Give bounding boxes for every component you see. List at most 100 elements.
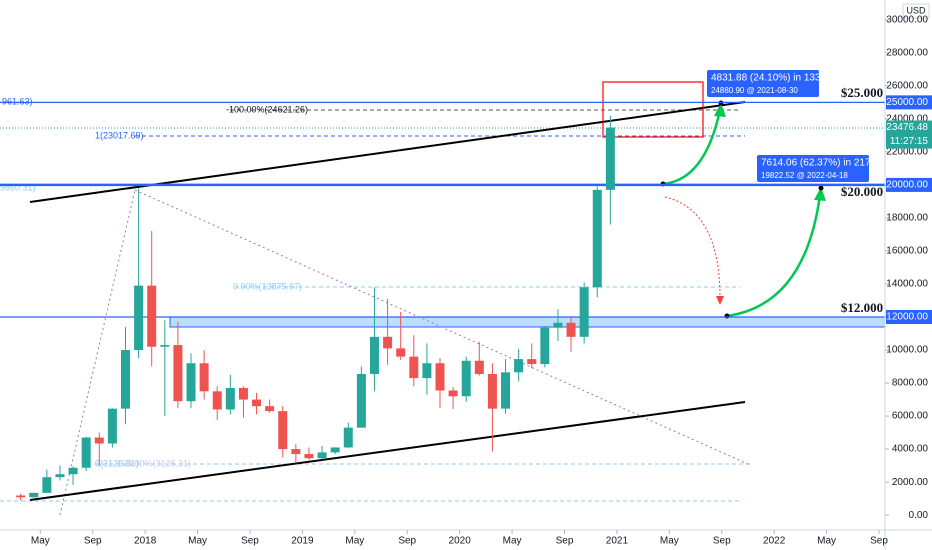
x-tick-label: Sep bbox=[241, 536, 259, 547]
fib-label: -100.00%(24621.26) bbox=[226, 104, 308, 114]
candle-body bbox=[461, 360, 471, 397]
y-tick-label: 14000.00 bbox=[886, 279, 928, 290]
candle-body bbox=[579, 287, 589, 337]
x-tick-label: 2020 bbox=[449, 536, 472, 547]
level-note: $25.000 bbox=[841, 85, 883, 100]
level-tag bbox=[886, 310, 932, 325]
candle-body bbox=[225, 388, 235, 410]
x-tick-label: 2021 bbox=[606, 536, 629, 547]
measure-detail: 19822.52 @ 2022-04-18 bbox=[761, 171, 848, 180]
candle-body bbox=[343, 427, 353, 448]
candle-body bbox=[68, 467, 78, 475]
measure-detail: 24880.90 @ 2021-08-30 bbox=[711, 86, 798, 95]
x-tick-label: 2019 bbox=[291, 536, 314, 547]
candle-body bbox=[252, 399, 262, 407]
arrow-head bbox=[814, 187, 826, 201]
candle-body bbox=[160, 345, 170, 347]
measure-title: 7614.06 (62.37%) in 217d bbox=[761, 158, 876, 169]
dotted-trendline bbox=[134, 189, 751, 466]
y-tick-label: 26000.00 bbox=[886, 80, 928, 91]
y-tick-label: 16000.00 bbox=[886, 246, 928, 257]
candle-body bbox=[147, 285, 157, 347]
candle-body bbox=[409, 356, 419, 379]
candle-body bbox=[422, 363, 432, 379]
candle-body bbox=[514, 359, 524, 373]
x-tick-label: Sep bbox=[84, 536, 102, 547]
candle-body bbox=[291, 449, 301, 455]
measure-box bbox=[757, 155, 869, 182]
x-tick-label: May bbox=[660, 536, 679, 547]
candle-body bbox=[94, 437, 104, 444]
currency: USD bbox=[906, 5, 926, 15]
candle-body bbox=[42, 477, 52, 493]
level-note: $12.000 bbox=[841, 300, 883, 315]
anchor-dot bbox=[718, 100, 724, 106]
candle-body bbox=[553, 322, 563, 328]
currency-box bbox=[902, 3, 930, 19]
fib-label: 9860.31) bbox=[0, 182, 36, 192]
y-tick-label: 0.00 bbox=[909, 510, 929, 521]
candle-body bbox=[369, 336, 379, 374]
candle-body bbox=[330, 447, 340, 453]
candle-body bbox=[55, 474, 65, 478]
fib-label: 0.00%(13875.67) bbox=[233, 281, 302, 291]
highlight-box bbox=[602, 81, 704, 138]
y-tick-label: 28000.00 bbox=[886, 47, 928, 58]
candle-body bbox=[527, 359, 537, 365]
y-tick-label: 2000.00 bbox=[892, 477, 929, 488]
candle-body bbox=[605, 127, 615, 190]
candle-body bbox=[16, 495, 26, 498]
pullback-arrow bbox=[664, 196, 721, 299]
candle-body bbox=[317, 452, 327, 459]
y-tick-label: 22000.00 bbox=[886, 147, 928, 158]
candle-body bbox=[29, 492, 39, 498]
candle-body bbox=[212, 391, 222, 410]
candle-body bbox=[474, 360, 484, 374]
x-tick-label: Sep bbox=[556, 536, 574, 547]
candle-body bbox=[278, 411, 288, 450]
trendline bbox=[29, 401, 746, 501]
candle-body bbox=[435, 363, 445, 391]
level-note: $20.000 bbox=[841, 184, 883, 199]
y-tick-label: 4000.00 bbox=[892, 444, 929, 455]
level-tag bbox=[886, 177, 932, 192]
last-price-label: 23476.48 bbox=[886, 122, 928, 133]
candle-body bbox=[501, 372, 511, 409]
y-tick-label: 24000.00 bbox=[886, 114, 928, 125]
candle-body bbox=[396, 348, 406, 357]
x-tick-label: May bbox=[345, 536, 364, 547]
x-tick-label: Sep bbox=[870, 536, 888, 547]
anchor-dot bbox=[724, 313, 730, 319]
fib-label: 0(3126.31) bbox=[95, 458, 139, 468]
dotted-trendline bbox=[59, 189, 136, 516]
level-tag-label: 20000.00 bbox=[886, 180, 928, 191]
x-tick-label: 2018 bbox=[134, 536, 157, 547]
candle-body bbox=[566, 322, 576, 337]
candle-body bbox=[107, 408, 117, 444]
x-tick-label: May bbox=[817, 536, 836, 547]
y-tick-label: 8000.00 bbox=[892, 378, 929, 389]
level-tag-label: 12000.00 bbox=[886, 312, 928, 323]
measure-title: 4831.88 (24.10%) in 133d bbox=[711, 73, 826, 84]
x-tick-label: May bbox=[503, 536, 522, 547]
anchor-dot bbox=[818, 185, 824, 191]
projection-arrow bbox=[662, 109, 722, 186]
fib-label: 1(23017.69) bbox=[95, 130, 144, 140]
level-tag-label: 25000.00 bbox=[886, 97, 928, 108]
candle-body bbox=[383, 336, 393, 349]
candle-body bbox=[487, 373, 497, 409]
candle-body bbox=[448, 390, 458, 397]
candle-body bbox=[356, 373, 366, 428]
candle-body bbox=[81, 437, 91, 468]
candle-body bbox=[265, 406, 275, 412]
candle-body bbox=[186, 363, 196, 402]
last-price-tag bbox=[886, 120, 932, 149]
candle-body bbox=[173, 345, 183, 402]
candle-body bbox=[199, 363, 209, 392]
level-tag bbox=[886, 95, 932, 110]
arrow-head bbox=[714, 103, 726, 117]
support-zone bbox=[169, 316, 886, 328]
fib-label: 100.00%(3126.31) bbox=[117, 458, 191, 468]
arrow-head bbox=[716, 296, 724, 305]
